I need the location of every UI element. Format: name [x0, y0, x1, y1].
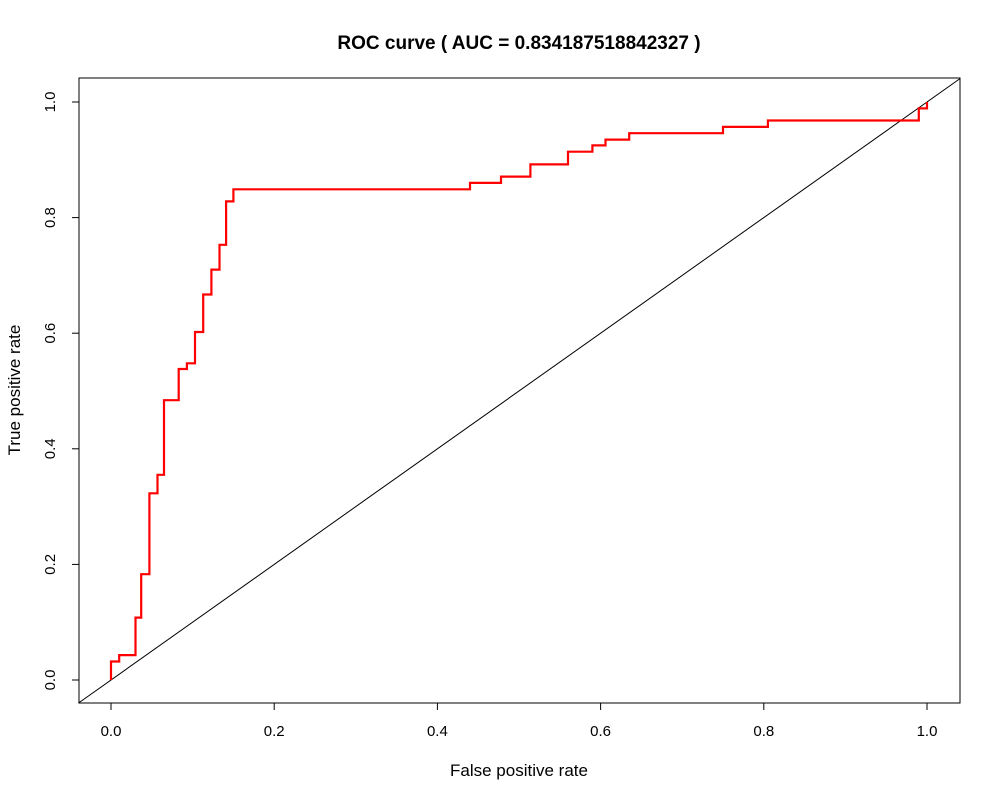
x-tick-label: 1.0	[917, 723, 938, 740]
diagonal-reference-line	[78, 78, 960, 704]
x-tick-label: 0.4	[427, 723, 448, 740]
y-tick-label: 1.0	[42, 92, 59, 113]
x-axis: 0.0 0.2 0.4 0.6 0.8 1.0	[101, 703, 938, 740]
y-axis: 0.0 0.2 0.4 0.6 0.8 1.0	[42, 92, 79, 691]
y-tick-label: 0.0	[42, 670, 59, 691]
y-tick-label: 0.8	[42, 207, 59, 228]
x-tick-label: 0.6	[590, 723, 611, 740]
y-axis-title: True positive rate	[5, 325, 24, 456]
y-tick-label: 0.6	[42, 323, 59, 344]
plot-frame	[78, 77, 961, 704]
x-axis-title: False positive rate	[450, 761, 588, 780]
x-tick-label: 0.2	[264, 723, 285, 740]
y-tick-label: 0.4	[42, 438, 59, 459]
chart-title: ROC curve ( AUC = 0.834187518842327 )	[337, 33, 700, 54]
x-tick-label: 0.8	[753, 723, 774, 740]
y-tick-label: 0.2	[42, 554, 59, 575]
series-layer	[78, 78, 960, 704]
x-tick-label: 0.0	[101, 723, 122, 740]
roc-curve-line	[109, 102, 929, 680]
